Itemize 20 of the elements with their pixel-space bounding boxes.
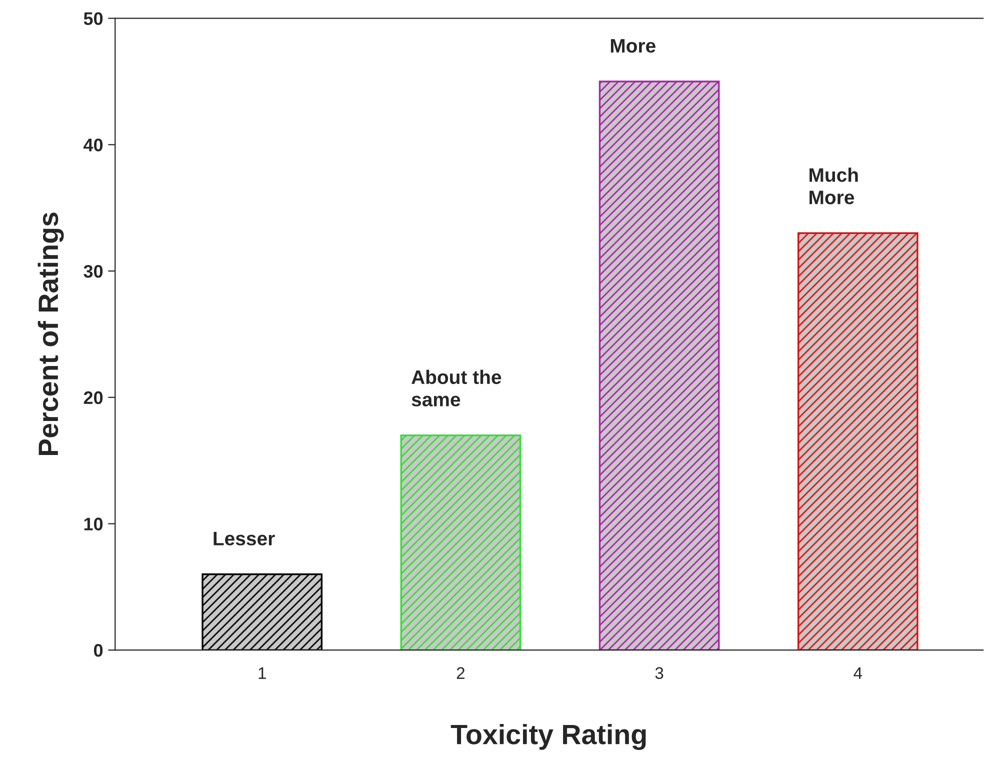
y-tick-label: 20 [84,391,103,404]
annotation: More [610,39,656,53]
y-tick-label: 0 [94,644,103,657]
x-tick-label: 3 [655,667,664,679]
bar [400,434,522,650]
annotation: Lesser [214,532,275,546]
x-tick-label: 1 [258,667,266,679]
y-tick-label: 50 [84,12,103,26]
x-tick-label: 4 [854,667,862,679]
y-tick-label: 30 [84,264,103,278]
annotation: About the same [412,370,502,406]
bar [598,80,720,650]
bar [202,573,323,650]
y-axis-title: Percent of Ratings [38,212,64,456]
bar [797,232,918,650]
annotation: Much More [810,168,858,204]
y-tick-label: 10 [84,518,103,530]
y-tick-label: 40 [84,138,103,152]
x-tick-label: 2 [456,667,464,679]
x-axis-title: Toxicity Rating [450,724,646,750]
